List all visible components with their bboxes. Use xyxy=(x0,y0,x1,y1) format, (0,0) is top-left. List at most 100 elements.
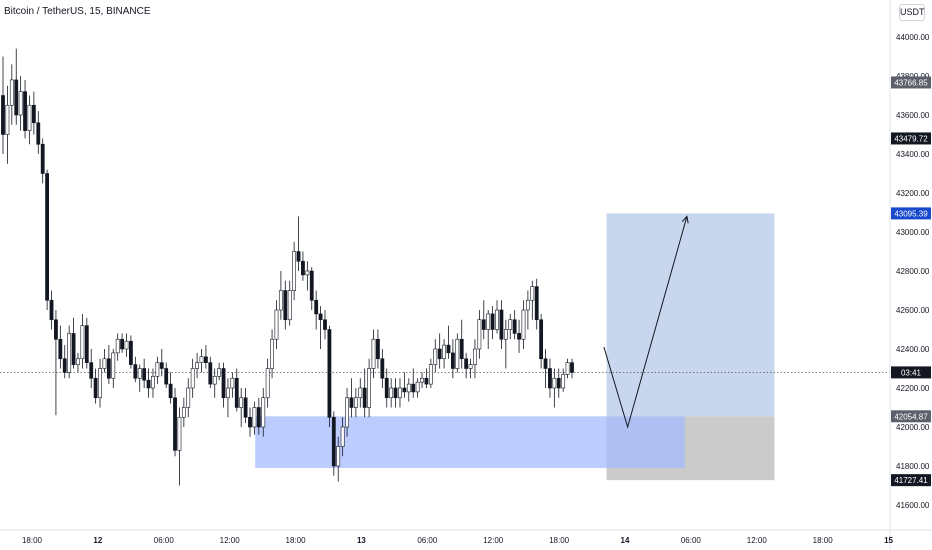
time-tick-label: 15 xyxy=(884,536,893,545)
candle-up xyxy=(80,325,85,360)
candle-down xyxy=(539,319,544,360)
candle-up xyxy=(420,377,424,383)
candle-down xyxy=(168,383,173,399)
price-label-text: 43766.85 xyxy=(894,78,928,87)
candle-down xyxy=(62,358,67,373)
candle-down xyxy=(248,416,252,428)
candle-down xyxy=(93,377,98,399)
time-tick-label: 18:00 xyxy=(22,536,43,545)
candle-down xyxy=(159,362,164,369)
candle-up xyxy=(367,368,372,408)
price-tick-label: 42800.00 xyxy=(896,267,930,276)
candle-down xyxy=(203,356,208,363)
candle-up xyxy=(389,387,394,399)
time-tick-label: 12:00 xyxy=(747,536,768,545)
candle-down xyxy=(301,260,305,276)
price-tick-label: 42600.00 xyxy=(896,306,930,315)
time-tick-label: 14 xyxy=(621,536,630,545)
candle-down xyxy=(283,290,288,321)
candle-down xyxy=(376,338,380,360)
candle-up xyxy=(261,397,266,428)
price-label-text: 41727.41 xyxy=(894,476,928,485)
time-tick-label: 13 xyxy=(357,536,366,545)
price-label-text: 43095.39 xyxy=(894,209,928,218)
candle-up xyxy=(525,299,530,311)
candle-up xyxy=(455,338,460,369)
candle-down xyxy=(437,348,442,360)
candle-up xyxy=(217,368,222,377)
candle-down xyxy=(31,104,36,124)
time-tick-label: 18:00 xyxy=(549,536,570,545)
candle-down xyxy=(14,79,19,116)
price-tick-label: 42400.00 xyxy=(896,345,930,354)
candle-down xyxy=(54,319,58,340)
candle-down xyxy=(1,95,5,135)
candle-up xyxy=(473,348,477,365)
candle-down xyxy=(36,122,41,145)
candle-down xyxy=(45,173,50,301)
candle-up xyxy=(186,387,191,408)
candle-up xyxy=(521,309,526,340)
time-tick-label: 18:00 xyxy=(286,536,307,545)
candle-down xyxy=(543,358,548,369)
candle-down xyxy=(23,91,27,131)
candle-up xyxy=(305,270,310,276)
candle-down xyxy=(71,333,76,365)
position-profit-zone[interactable] xyxy=(606,213,775,417)
candle-up xyxy=(111,352,116,379)
demand-zone[interactable] xyxy=(255,416,685,468)
price-tick-label: 42000.00 xyxy=(896,423,930,432)
price-label-text: 03:41 xyxy=(901,368,922,377)
candle-up xyxy=(495,309,499,330)
candle-down xyxy=(331,416,336,467)
candle-up xyxy=(124,340,129,350)
zone-layer xyxy=(0,213,890,481)
price-tick-label: 42200.00 xyxy=(896,384,930,393)
time-tick-label: 12:00 xyxy=(220,536,241,545)
candle-down xyxy=(402,387,407,393)
candle-up xyxy=(102,358,107,369)
price-label-text: 42054.87 xyxy=(894,412,928,421)
candle-down xyxy=(384,377,389,399)
candle-down xyxy=(512,319,517,334)
candle-up xyxy=(345,397,349,428)
time-tick-label: 06:00 xyxy=(417,536,438,545)
candle-down xyxy=(173,397,177,451)
candle-down xyxy=(534,286,539,321)
candle-up xyxy=(9,79,14,106)
candle-up xyxy=(340,426,345,447)
candle-down xyxy=(393,387,398,399)
candle-up xyxy=(27,104,32,131)
candle-up xyxy=(530,286,535,301)
candle-up xyxy=(252,407,257,428)
candle-down xyxy=(58,338,63,360)
price-tick-label: 43200.00 xyxy=(896,189,930,198)
candle-up xyxy=(552,377,557,389)
projection-arrow[interactable] xyxy=(603,216,688,429)
price-tick-label: 43000.00 xyxy=(896,228,930,237)
candle-up xyxy=(433,348,438,365)
candle-up xyxy=(415,381,420,393)
price-tick-label: 41800.00 xyxy=(896,462,930,471)
price-label-badge xyxy=(891,366,931,379)
currency-button[interactable]: USDT xyxy=(899,4,925,21)
candle-down xyxy=(314,299,319,315)
candle-down xyxy=(296,251,301,262)
candle-up xyxy=(195,362,199,369)
candle-up xyxy=(18,91,23,116)
candle-up xyxy=(468,364,473,369)
candle-up xyxy=(181,407,186,418)
candle-down xyxy=(556,377,561,389)
candle-down xyxy=(362,387,367,408)
chart-title: Bitcoin / TetherUS, 15, BINANCE xyxy=(4,6,151,17)
candle-up xyxy=(190,368,195,389)
price-label-text: 43479.72 xyxy=(894,134,928,143)
candle-up xyxy=(503,329,508,340)
price-label-badge xyxy=(891,207,931,220)
candle-up xyxy=(76,358,80,365)
price-tick-label: 43400.00 xyxy=(896,150,930,159)
candle-up xyxy=(565,362,570,375)
candle-up xyxy=(278,290,283,311)
candle-down xyxy=(517,333,521,340)
